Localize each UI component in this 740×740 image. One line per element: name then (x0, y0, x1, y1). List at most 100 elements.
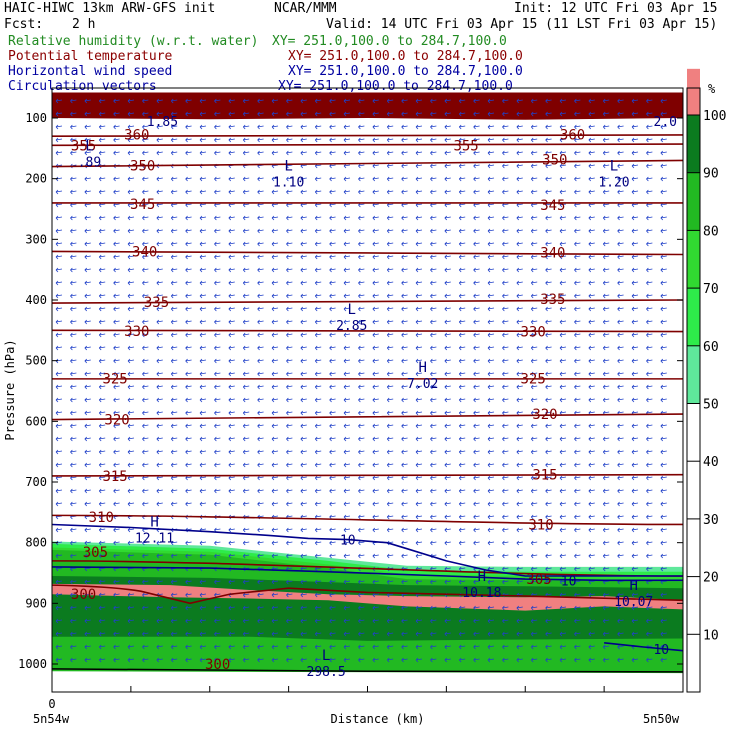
vector-arrow (588, 631, 595, 637)
vector-arrow (401, 176, 408, 182)
vector-arrow (372, 293, 379, 299)
theta-line-330 (51, 329, 684, 333)
vector-arrow (516, 254, 523, 260)
vector-arrow (127, 540, 135, 546)
vector-arrow (300, 397, 307, 403)
vector-arrow (602, 527, 610, 533)
vector-arrow (286, 449, 293, 455)
vector-arrow (502, 540, 509, 546)
vector-arrow (386, 397, 394, 403)
vector-arrow (487, 553, 495, 559)
vector-arrow (516, 553, 523, 559)
vector-arrow (185, 410, 192, 416)
vector-arrow (228, 371, 235, 377)
vector-arrow (458, 514, 466, 520)
vector-arrow (343, 605, 351, 611)
vector-arrow (602, 358, 610, 364)
vector-arrow (458, 332, 466, 338)
vector-arrow (660, 124, 667, 130)
vector-arrow (242, 605, 250, 611)
vector-arrow (415, 306, 423, 312)
vector-arrow (502, 566, 509, 572)
init-time: Init: 12 UTC Fri 03 Apr 15 (514, 1, 718, 16)
vector-arrow (329, 488, 336, 494)
vector-arrow (430, 306, 437, 312)
vector-arrow (631, 293, 639, 299)
vector-arrow (415, 462, 423, 468)
vector-arrow (444, 111, 451, 117)
vector-arrow (300, 657, 307, 663)
vector-arrow (142, 501, 149, 507)
vector-arrow (142, 163, 149, 169)
vector-arrow (617, 540, 624, 546)
colorbar-tick-label: 40 (703, 455, 719, 470)
colorbar-segment (687, 288, 700, 346)
vector-arrow (559, 189, 567, 195)
org-title: NCAR/MMM (274, 1, 337, 16)
vector-arrow (271, 462, 279, 468)
vector-arrow (271, 371, 279, 377)
theta-line-315 (51, 473, 684, 477)
vector-arrow (199, 332, 207, 338)
vector-arrow (142, 345, 149, 351)
vector-arrow (142, 332, 149, 338)
vector-arrow (602, 98, 610, 104)
vector-arrow (70, 332, 77, 338)
vector-arrow (473, 306, 480, 312)
vector-arrow (386, 501, 394, 507)
vector-arrow (170, 436, 178, 442)
vector-arrow (574, 436, 581, 442)
vector-arrow (98, 163, 106, 169)
vector-arrow (271, 501, 279, 507)
vector-arrow (401, 553, 408, 559)
vector-arrow (113, 332, 120, 338)
vector-arrow (170, 631, 178, 637)
vector-arrow (372, 215, 379, 221)
vector-arrow (458, 254, 466, 260)
vector-arrow (257, 527, 264, 533)
vector-arrow (214, 423, 221, 429)
vector-arrow (271, 358, 279, 364)
vector-arrow (329, 553, 336, 559)
vector-arrow (602, 514, 610, 520)
vector-arrow (458, 410, 466, 416)
vector-arrow (602, 189, 610, 195)
vector-arrow (314, 124, 322, 130)
vector-arrow (415, 501, 423, 507)
vector-arrow (156, 176, 163, 182)
vector-arrow (55, 111, 63, 117)
vector-arrow (314, 592, 322, 598)
vector-arrow (185, 436, 192, 442)
vector-arrow (314, 475, 322, 481)
vector-arrow (343, 462, 351, 468)
vector-arrow (530, 306, 538, 312)
vector-arrow (70, 215, 77, 221)
vector-arrow (588, 345, 595, 351)
vector-arrow (401, 306, 408, 312)
vector-arrow (156, 644, 163, 650)
vector-arrow (401, 189, 408, 195)
vector-arrow (430, 527, 437, 533)
vector-arrow (372, 618, 379, 624)
vector-arrow (199, 501, 207, 507)
vector-arrow (602, 501, 610, 507)
vector-arrow (473, 449, 480, 455)
vector-arrow (286, 137, 293, 143)
vector-arrow (199, 397, 207, 403)
vector-arrow (530, 345, 538, 351)
vector-arrow (444, 358, 451, 364)
vector-arrow (574, 371, 581, 377)
vector-arrow (545, 124, 552, 130)
vector-arrow (84, 384, 91, 390)
extremum-value: 298.5 (307, 665, 346, 680)
vector-arrow (516, 592, 523, 598)
vector-arrow (617, 215, 624, 221)
vector-arrow (142, 241, 149, 247)
vector-arrow (401, 436, 408, 442)
vector-arrow (386, 358, 394, 364)
vector-arrow (242, 488, 250, 494)
vector-arrow (242, 449, 250, 455)
vector-arrow (660, 98, 667, 104)
vector-arrow (185, 293, 192, 299)
vector-arrow (170, 137, 178, 143)
